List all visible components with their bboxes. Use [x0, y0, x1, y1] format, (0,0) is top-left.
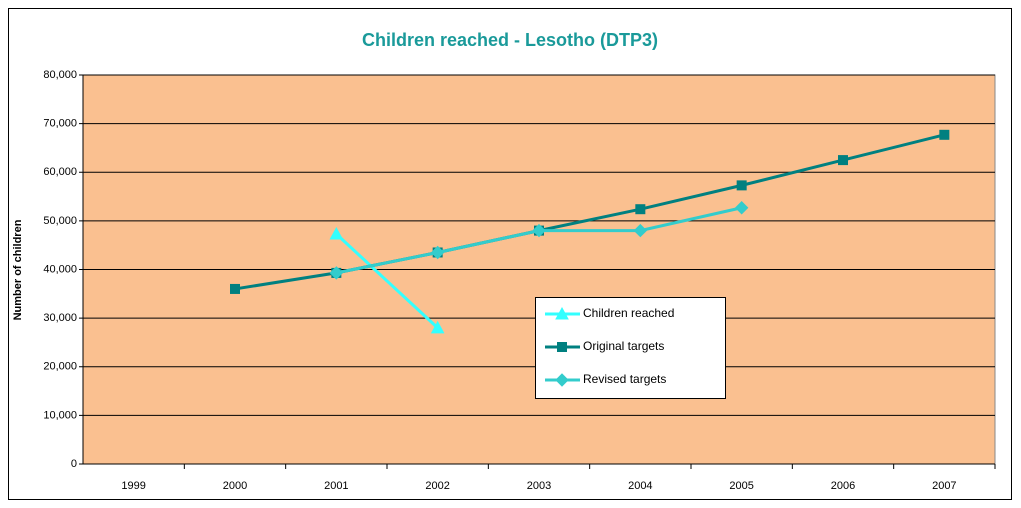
y-tick-label: 20,000 [43, 361, 77, 373]
marker [329, 226, 344, 240]
y-tick-label: 40,000 [43, 263, 77, 275]
marker [430, 320, 445, 334]
x-tick-label: 2004 [628, 480, 652, 492]
marker [838, 155, 848, 166]
x-tick-label: 1999 [121, 480, 145, 492]
marker [230, 283, 240, 294]
y-tick-label: 0 [71, 458, 77, 470]
y-tick-label: 10,000 [43, 409, 77, 421]
series-line [335, 232, 439, 329]
legend-label: Revised targets [583, 372, 666, 386]
marker [635, 204, 646, 215]
marker [633, 223, 648, 238]
x-tick-label: 2005 [729, 480, 753, 492]
y-tick-label: 70,000 [43, 118, 77, 130]
marker [555, 373, 569, 387]
x-tick-label: 2000 [223, 480, 247, 492]
marker [736, 180, 747, 191]
marker [329, 266, 344, 280]
y-tick-label: 50,000 [43, 215, 77, 227]
marker [532, 223, 546, 238]
marker [555, 306, 569, 320]
y-tick-label: 80,000 [43, 69, 77, 81]
x-tick-label: 2003 [527, 480, 551, 492]
y-tick-label: 30,000 [43, 312, 77, 324]
y-tick-label: 60,000 [43, 166, 77, 178]
marker [557, 342, 567, 352]
marker [734, 201, 749, 215]
chart-title: Children reached - Lesotho (DTP3) [362, 30, 658, 50]
x-tick-label: 2001 [324, 480, 348, 492]
marker [939, 129, 950, 140]
marker [430, 245, 445, 260]
x-tick-label: 2007 [932, 480, 956, 492]
legend-label: Children reached [583, 306, 674, 320]
x-tick-label: 2002 [425, 480, 449, 492]
x-tick-label: 2006 [831, 480, 855, 492]
legend-label: Original targets [583, 339, 664, 353]
y-axis-label: Number of children [12, 219, 24, 320]
